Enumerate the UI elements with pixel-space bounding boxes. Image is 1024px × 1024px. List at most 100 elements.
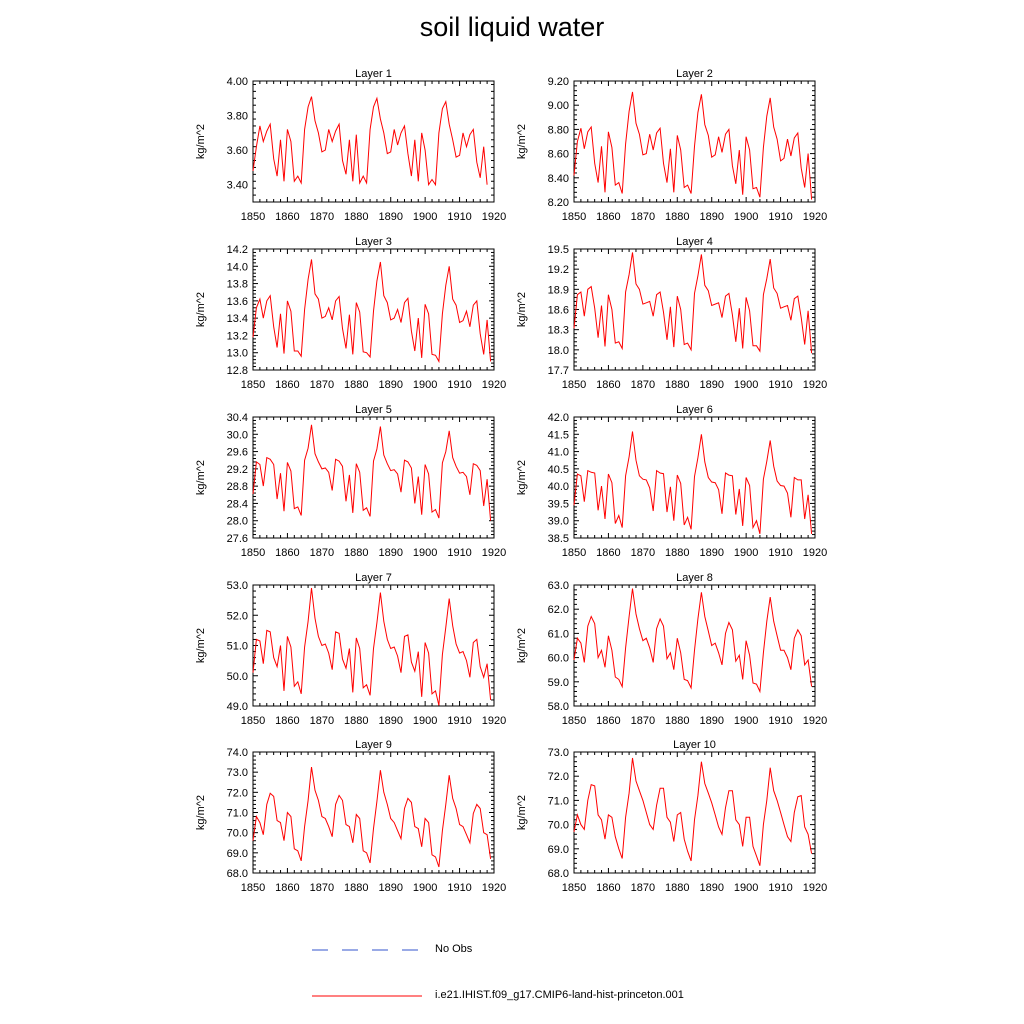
y-tick-label: 8.80 bbox=[548, 124, 569, 136]
y-axis-label: kg/m^2 bbox=[195, 795, 207, 830]
x-tick-label: 1850 bbox=[562, 547, 586, 559]
x-tick-label: 1910 bbox=[447, 379, 471, 391]
x-tick-label: 1870 bbox=[310, 715, 334, 727]
y-tick-label: 70.0 bbox=[548, 820, 569, 832]
y-tick-label: 8.60 bbox=[548, 149, 569, 161]
y-tick-label: 9.00 bbox=[548, 100, 569, 112]
x-tick-label: 1920 bbox=[803, 882, 827, 894]
plot-frame bbox=[252, 416, 495, 539]
y-tick-label: 42.0 bbox=[548, 412, 569, 424]
x-tick-label: 1910 bbox=[768, 379, 792, 391]
y-tick-label: 4.00 bbox=[227, 76, 248, 88]
legend-model-run-label: i.e21.IHIST.f09_g17.CMIP6-land-hist-prin… bbox=[435, 989, 684, 1001]
y-tick-label: 19.2 bbox=[548, 264, 569, 276]
y-tick-label: 13.8 bbox=[227, 279, 248, 291]
page-title: soil liquid water bbox=[419, 12, 605, 42]
x-tick-label: 1920 bbox=[482, 379, 506, 391]
y-tick-label: 41.5 bbox=[548, 429, 569, 441]
panel-layer-6: Layer 6 kg/m^2 1850 1860 1870 1880 1890 1900 191… bbox=[516, 404, 827, 559]
plot-frame bbox=[573, 80, 816, 203]
x-tick-label: 1900 bbox=[734, 379, 758, 391]
series-line bbox=[573, 588, 813, 694]
x-tick-label: 1890 bbox=[378, 882, 402, 894]
x-tick-label: 1880 bbox=[344, 882, 368, 894]
y-tick-label: 13.0 bbox=[227, 348, 248, 360]
plot-frame bbox=[573, 584, 816, 707]
x-tick-label: 1880 bbox=[665, 211, 689, 223]
x-tick-label: 1870 bbox=[631, 715, 655, 727]
y-tick-label: 13.6 bbox=[227, 296, 248, 308]
x-tick-label: 1910 bbox=[447, 882, 471, 894]
panel-layer-10: Layer 10 kg/m^2 1850 1860 1870 1880 1890 1900 19… bbox=[516, 739, 827, 894]
x-tick-label: 1860 bbox=[596, 547, 620, 559]
y-tick-label: 27.6 bbox=[227, 533, 248, 545]
x-tick-label: 1850 bbox=[562, 882, 586, 894]
y-tick-label: 72.0 bbox=[227, 787, 248, 799]
x-tick-label: 1910 bbox=[447, 547, 471, 559]
panel-title: Layer 5 bbox=[355, 404, 392, 416]
legend-model-run-line bbox=[312, 995, 422, 997]
y-tick-label: 53.0 bbox=[227, 580, 248, 592]
panel-title: Layer 9 bbox=[355, 739, 392, 751]
y-tick-label: 3.40 bbox=[227, 180, 248, 192]
x-tick-label: 1910 bbox=[447, 715, 471, 727]
y-axis-label: kg/m^2 bbox=[516, 292, 528, 327]
x-tick-label: 1910 bbox=[768, 547, 792, 559]
series-line bbox=[573, 757, 813, 866]
x-tick-label: 1890 bbox=[378, 715, 402, 727]
plot-frame bbox=[573, 751, 816, 874]
x-tick-label: 1910 bbox=[447, 211, 471, 223]
x-tick-label: 1890 bbox=[378, 547, 402, 559]
y-axis-label: kg/m^2 bbox=[516, 460, 528, 495]
y-tick-label: 8.40 bbox=[548, 173, 569, 185]
y-tick-label: 40.0 bbox=[548, 481, 569, 493]
x-tick-label: 1920 bbox=[482, 882, 506, 894]
y-tick-label: 8.20 bbox=[548, 197, 569, 209]
x-tick-label: 1890 bbox=[699, 715, 723, 727]
x-tick-label: 1870 bbox=[310, 547, 334, 559]
y-tick-label: 39.5 bbox=[548, 498, 569, 510]
x-tick-label: 1860 bbox=[596, 882, 620, 894]
y-tick-label: 62.0 bbox=[548, 604, 569, 616]
y-tick-label: 71.0 bbox=[548, 795, 569, 807]
panel-layer-5: Layer 5 kg/m^2 1850 1860 1870 1880 1890 1900 191… bbox=[195, 404, 506, 559]
x-tick-label: 1900 bbox=[413, 211, 437, 223]
y-tick-label: 51.0 bbox=[227, 641, 248, 653]
x-tick-label: 1910 bbox=[768, 882, 792, 894]
legend-no-obs-label: No Obs bbox=[435, 943, 473, 955]
x-tick-label: 1880 bbox=[344, 379, 368, 391]
series-line bbox=[252, 587, 492, 706]
x-tick-label: 1920 bbox=[803, 211, 827, 223]
x-tick-label: 1900 bbox=[413, 715, 437, 727]
series-line bbox=[573, 91, 813, 200]
y-axis-label: kg/m^2 bbox=[516, 628, 528, 663]
x-tick-label: 1870 bbox=[631, 882, 655, 894]
x-tick-label: 1870 bbox=[631, 379, 655, 391]
y-tick-label: 12.8 bbox=[227, 365, 248, 377]
panel-title: Layer 6 bbox=[676, 404, 713, 416]
x-tick-label: 1920 bbox=[803, 715, 827, 727]
plot-frame bbox=[252, 248, 495, 371]
y-tick-label: 68.0 bbox=[548, 868, 569, 880]
y-tick-label: 60.0 bbox=[548, 653, 569, 665]
panel-title: Layer 4 bbox=[676, 236, 713, 248]
y-axis-label: kg/m^2 bbox=[195, 292, 207, 327]
x-tick-label: 1900 bbox=[413, 547, 437, 559]
plot-frame bbox=[252, 80, 495, 203]
x-tick-label: 1860 bbox=[275, 547, 299, 559]
y-tick-label: 69.0 bbox=[227, 848, 248, 860]
y-tick-label: 40.5 bbox=[548, 464, 569, 476]
y-tick-label: 68.0 bbox=[227, 868, 248, 880]
y-tick-label: 13.4 bbox=[227, 313, 248, 325]
y-tick-label: 14.0 bbox=[227, 261, 248, 273]
x-tick-label: 1850 bbox=[562, 211, 586, 223]
y-tick-label: 3.60 bbox=[227, 145, 248, 157]
panel-layer-7: Layer 7 kg/m^2 1850 1860 1870 1880 1890 1900 191… bbox=[195, 572, 506, 727]
y-tick-label: 19.5 bbox=[548, 244, 569, 256]
y-tick-label: 18.9 bbox=[548, 284, 569, 296]
series-line bbox=[573, 252, 813, 354]
plot-frame bbox=[573, 248, 816, 371]
panel-title: Layer 10 bbox=[673, 739, 716, 751]
y-tick-label: 28.4 bbox=[227, 498, 248, 510]
x-tick-label: 1850 bbox=[562, 379, 586, 391]
